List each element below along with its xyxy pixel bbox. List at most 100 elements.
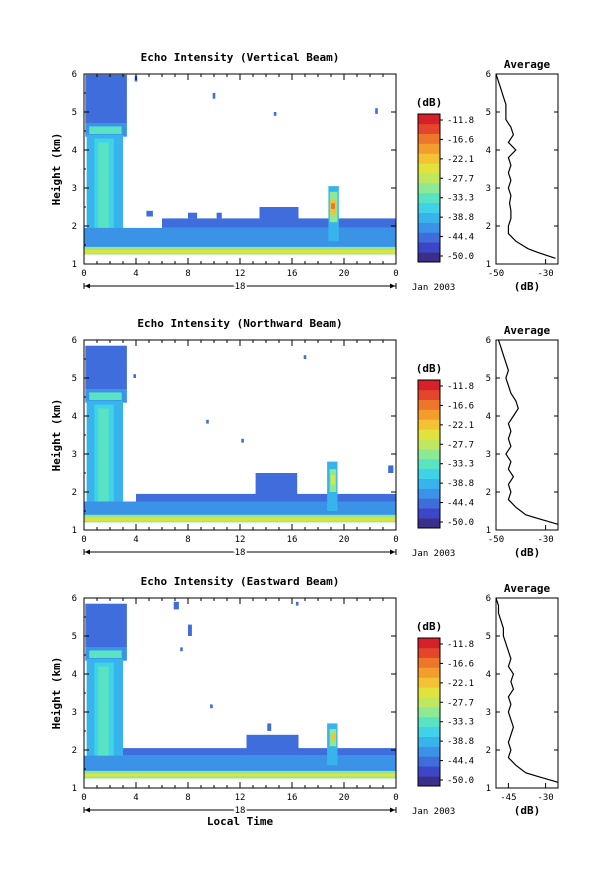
heatmap-cell: [267, 723, 272, 731]
heatmap-cell: [255, 473, 298, 496]
colorbar-tick-label: -11.8: [447, 640, 474, 650]
y-tick-label: 1: [72, 260, 77, 270]
heatmap-cell: [89, 650, 122, 659]
y-tick-label: 4: [72, 670, 77, 680]
colorbar-tick-label: -33.3: [447, 194, 474, 204]
y-tick-label: 2: [72, 488, 77, 498]
colorbar-swatch: [418, 488, 440, 499]
colorbar-swatch: [418, 458, 440, 470]
heatmap-cell: [188, 624, 192, 636]
colorbar-swatch: [418, 389, 440, 401]
average-profile-line: [495, 597, 559, 783]
x-tick-label: 20: [339, 535, 350, 545]
colorbar-swatch: [418, 677, 440, 688]
average-x-tick-label: -50: [488, 269, 504, 279]
colorbar-swatch: [418, 657, 440, 668]
y-tick-label: 3: [72, 708, 77, 718]
heatmap-cell: [241, 438, 244, 443]
colorbar-swatch: [418, 202, 440, 213]
colorbar-swatch: [418, 508, 440, 519]
colorbar-tick-label: -22.1: [447, 155, 474, 165]
colorbar-swatch: [418, 478, 440, 489]
colorbar-tick-label: -33.3: [447, 460, 474, 470]
colorbar-swatch: [418, 222, 440, 233]
average-y-tick-label: 1: [486, 784, 491, 794]
colorbar-swatch: [418, 697, 440, 708]
average-y-tick-label: 1: [486, 526, 491, 536]
x-tick-label: 16: [287, 793, 298, 803]
average-profile-line: [495, 73, 556, 259]
colorbar-swatch: [418, 667, 440, 678]
heatmap-cell: [84, 227, 396, 251]
heatmap-cell: [85, 345, 127, 390]
colorbar-tick-label: -44.4: [447, 233, 474, 243]
average-frame: [495, 597, 559, 789]
colorbar-tick-label: -50.0: [447, 518, 474, 528]
average-y-tick-label: 4: [486, 670, 491, 680]
colorbar-tick-label: -16.6: [447, 401, 474, 411]
average-y-tick-label: 2: [486, 222, 491, 232]
colorbar-swatch: [418, 173, 440, 184]
average-y-tick-label: 2: [486, 488, 491, 498]
heatmap-cell: [331, 474, 335, 485]
colorbar-swatch: [418, 746, 440, 757]
average-x-label: (dB): [514, 804, 541, 817]
colorbar-swatch: [418, 252, 440, 263]
colorbar-tick-label: -11.8: [447, 382, 474, 392]
colorbar-tick-label: -27.7: [447, 174, 474, 184]
day-bar-arrow: [390, 807, 395, 813]
heatmap-cell: [173, 601, 179, 610]
heatmap-cell: [84, 773, 396, 777]
average-y-tick-label: 3: [486, 450, 491, 460]
panel-title: Echo Intensity (Eastward Beam): [141, 575, 340, 588]
heatmap-cell: [89, 392, 122, 401]
heatmap-cell: [259, 207, 299, 226]
average-frame: [495, 339, 559, 531]
date-label: Jan 2003: [412, 283, 455, 293]
heatmap-cell: [331, 203, 335, 209]
x-tick-label: 12: [235, 269, 246, 279]
y-tick-label: 3: [72, 184, 77, 194]
colorbar-swatch: [418, 756, 440, 767]
average-y-tick-label: 5: [486, 108, 491, 118]
colorbar-tick-label: -11.8: [447, 116, 474, 126]
x-tick-label: 12: [235, 793, 246, 803]
heatmap-cell: [188, 212, 198, 219]
colorbar-tick-label: -38.8: [447, 737, 474, 747]
average-title: Average: [504, 324, 551, 337]
colorbar-swatch: [418, 776, 440, 787]
colorbar-swatch: [418, 183, 440, 194]
x-tick-label: 8: [185, 793, 190, 803]
colorbar-swatch: [418, 687, 440, 698]
heatmap-cell: [84, 249, 396, 254]
x-axis-label: Local Time: [207, 815, 274, 828]
heatmap-cell: [212, 93, 216, 99]
colorbar-swatch: [418, 399, 440, 410]
colorbar-swatch: [418, 647, 440, 659]
colorbar-swatch: [418, 409, 440, 420]
x-tick-label: 0: [393, 535, 398, 545]
colorbar-swatch: [418, 192, 440, 204]
average-y-tick-label: 3: [486, 184, 491, 194]
colorbar-tick-label: -22.1: [447, 679, 474, 689]
average-y-tick-label: 2: [486, 746, 491, 756]
colorbar-swatch: [418, 638, 440, 649]
colorbar-swatch: [418, 498, 440, 509]
heatmap-cell: [388, 465, 394, 473]
colorbar-frame: [417, 113, 441, 263]
average-x-label: (dB): [514, 546, 541, 559]
colorbar-unit: (dB): [416, 96, 443, 109]
colorbar-swatch: [418, 419, 440, 430]
heatmap-cell: [85, 603, 127, 648]
colorbar-tick-label: -50.0: [447, 776, 474, 786]
average-x-tick-label: -30: [537, 535, 553, 545]
colorbar-tick-label: -44.4: [447, 499, 474, 509]
x-tick-label: 0: [81, 535, 86, 545]
colorbar-frame: [417, 637, 441, 787]
day-bar-arrow: [85, 549, 90, 555]
colorbar-tick-label: -33.3: [447, 718, 474, 728]
y-tick-label: 2: [72, 222, 77, 232]
